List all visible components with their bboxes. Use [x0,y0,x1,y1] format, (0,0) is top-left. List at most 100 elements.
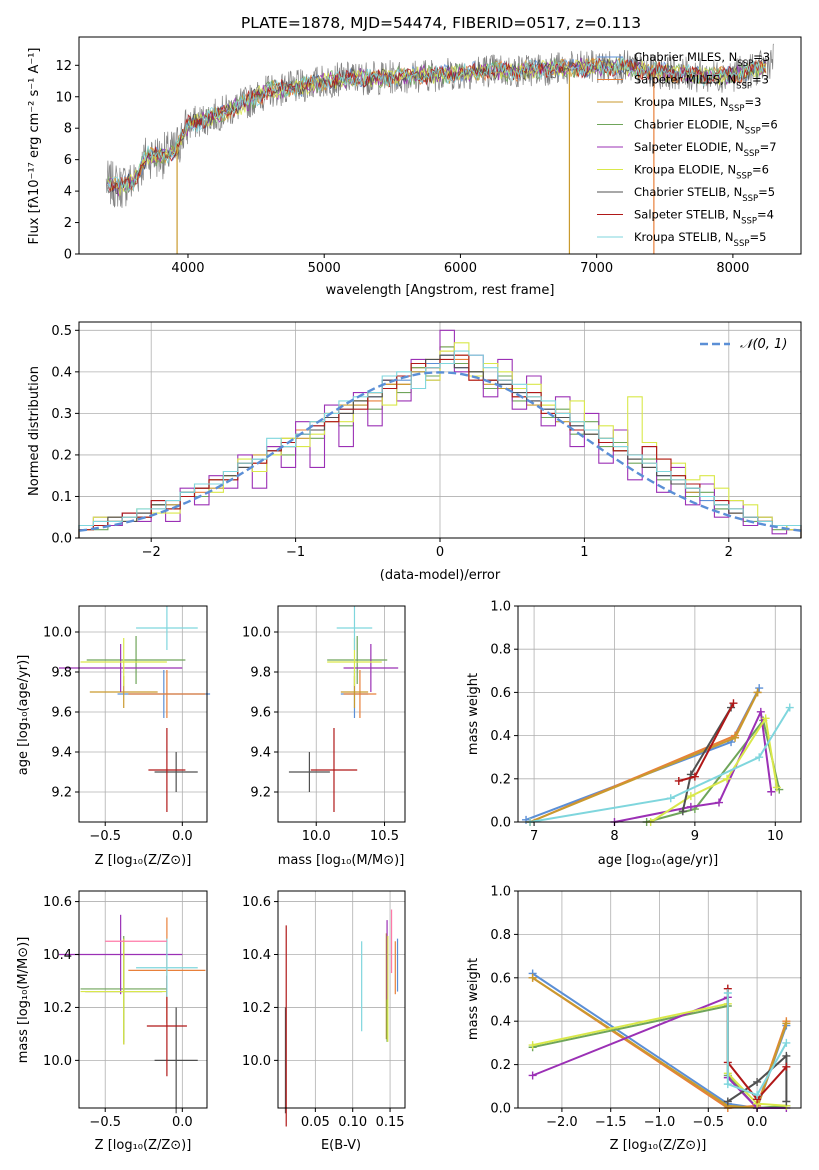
y-tick-label: 0.6 [490,686,511,701]
mass-weight-line [525,687,761,821]
y-tick-label: 2 [64,216,72,231]
plus-marker [723,774,732,783]
x-tick-label: 0.0 [172,1115,193,1130]
spectrum-marks [105,43,775,254]
plus-marker [761,714,770,723]
y-tick-label: 10.6 [242,895,271,910]
plus-marker [723,1097,732,1106]
mass-vs-z-y-axis-label: mass [log₁₀(M/M⊙)] [16,937,31,1064]
mass-weight-line [650,715,778,823]
age-vs-z-plot: −0.5 0.0 9.2 9.4 9.6 9.8 10.0 [43,605,211,844]
y-tick-label: 0.4 [490,729,511,744]
spectrum-title: PLATE=1878, MJD=54474, FIBERID=0517, z=0… [241,14,641,32]
y-tick-label: 0.4 [51,365,72,380]
plus-marker [674,776,683,785]
x-tick-label: 8 [610,829,618,844]
y-tick-label: 9.4 [250,746,271,761]
spectrum-y-axis-label: Flux [fλ10⁻¹⁷ erg cm⁻² s⁻¹ A⁻¹] [27,48,42,245]
x-tick-label: 1 [580,545,588,560]
y-tick-label: 0.3 [51,407,72,422]
x-tick-label: −0.5 [693,1115,725,1130]
y-tick-label: 8 [64,122,72,137]
y-tick-label: 1.0 [490,885,511,900]
weight-vs-age-y-axis-label: mass weight [466,673,481,755]
y-tick-label: 1.0 [490,600,511,615]
x-tick-label: 0.10 [338,1115,367,1130]
y-tick-label: 0.0 [490,816,511,831]
x-tick-label: −1.0 [644,1115,676,1130]
plot-frame [78,36,802,255]
y-tick-label: 12 [55,59,72,74]
mass-weight-line [532,976,788,1110]
plus-marker [723,1080,732,1089]
mass-vs-ebv-x-axis-label: E(B-V) [321,1138,361,1153]
plus-marker [714,798,723,807]
mass-vs-z-panel: −0.5 0.010.010.210.410.6 Z [log₁₀(Z/Z⊙)] … [16,890,208,1153]
plus-marker [782,1038,791,1047]
x-tick-label: 4000 [171,261,204,276]
weight-vs-age-plot: 7 8 9 10 0.0 0.2 0.4 0.6 0.8 1.0 [490,600,802,844]
plus-marker [690,772,699,781]
x-tick-label: 7000 [580,261,613,276]
x-tick-label: 0.0 [172,829,193,844]
y-tick-label: 10.4 [242,948,271,963]
mass-vs-ebv-panel: 0.05 0.10 0.15 10.0 10.2 10.4 10.6 E(B-V) [242,890,406,1153]
y-tick-label: 4 [64,185,72,200]
plus-marker [772,783,781,792]
y-tick-label: 9.6 [51,706,72,721]
y-tick-label: 10.2 [43,1001,72,1016]
plot-frame [517,605,802,823]
legend-label: Salpeter STELIB, NSSP=4 [634,208,774,227]
x-tick-label: 6000 [444,261,477,276]
x-tick-label: −1.5 [595,1115,627,1130]
y-tick-label: 0.8 [490,928,511,943]
mass-vs-z-plot: −0.5 0.0 10.0 10.2 10.4 10.6 [43,890,208,1130]
plus-marker [522,815,531,824]
x-tick-label: 9 [691,829,699,844]
y-tick-label: 10.6 [43,895,72,910]
residuals-axes: −2 −1 0 1 2 0.0 0.1 0.2 0.3 0.4 0.5 [51,321,802,560]
weight-vs-z-panel: −2.0 −1.5 −1.0 −0.5 0.0 0.0 0.2 0.4 0.6 0.8 1.0 Z … [466,885,802,1153]
plot-frame [78,890,208,1109]
x-tick-label: 5000 [308,261,341,276]
x-tick-label: 0.05 [301,1115,330,1130]
weight-vs-age-panel: 7 8 9 10 0.0 0.2 0.4 0.6 0.8 1.0 age [log₁₀(age/y… [466,600,802,868]
y-tick-label: 0.2 [51,448,72,463]
plus-marker [782,1062,791,1071]
plus-marker [782,1019,791,1028]
spectrum-x-axis-label: wavelength [Angstrom, rest frame] [326,283,555,298]
residuals-panel: −2 −1 0 1 2 0.0 0.1 0.2 0.3 0.4 0.5 𝒩(0, 1) (data-… [27,321,802,583]
plus-marker [686,792,695,801]
legend-label: Chabrier ELODIE, NSSP=6 [634,118,778,137]
age-vs-z-y-axis-label: age [log₁₀(age/yr)] [16,655,31,776]
y-tick-label: 10.0 [43,626,72,641]
x-tick-label: 0.0 [747,1115,768,1130]
x-tick-label: −1 [286,545,305,560]
residuals-x-axis-label: (data-model)/error [380,568,501,583]
y-tick-label: 9.8 [51,666,72,681]
mass-weight-line [614,708,773,823]
plus-marker [528,973,537,982]
plus-marker [753,688,762,697]
plus-marker [755,684,764,693]
weight-vs-z-plot: −2.0 −1.5 −1.0 −0.5 0.0 0.0 0.2 0.4 0.6 0.8 1.0 [490,885,802,1130]
plus-marker [767,787,776,796]
weight-vs-z-y-axis-label: mass weight [466,958,481,1040]
plus-marker [782,1097,791,1106]
plot-frame [78,605,208,823]
plus-marker [666,794,675,803]
normal-reference-curve [78,371,802,532]
y-tick-label: 0.2 [490,1058,511,1073]
mass-weight-line [529,706,791,823]
plus-marker [686,802,695,811]
y-tick-label: 6 [64,153,72,168]
plus-marker [723,988,732,997]
y-tick-label: 10.0 [242,1054,271,1069]
y-tick-label: 9.8 [250,666,271,681]
plus-marker [785,703,794,712]
y-tick-label: 0.6 [490,971,511,986]
plus-marker [753,1077,762,1086]
x-tick-label: 8000 [716,261,749,276]
y-tick-label: 9.2 [250,786,271,801]
